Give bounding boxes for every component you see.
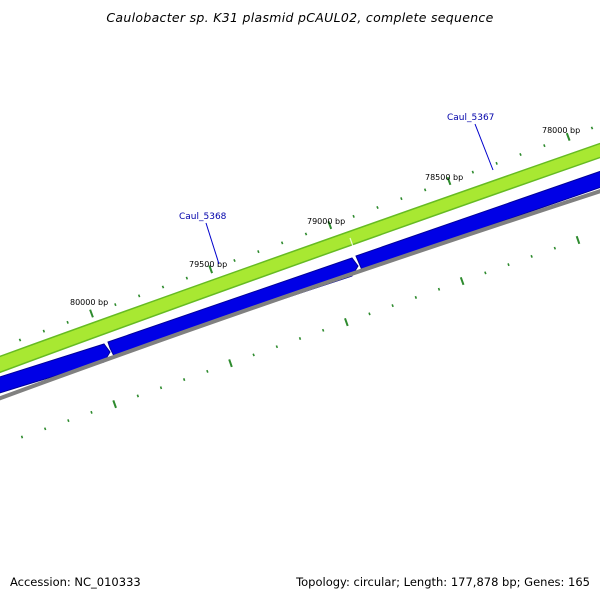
scale-tick-inner-minor <box>553 246 557 250</box>
scale-tick-outer-minor <box>161 285 165 289</box>
scale-tick-inner-minor <box>391 304 394 308</box>
scale-tick-inner-minor <box>275 345 279 349</box>
scale-ticks-inner <box>20 235 581 439</box>
scale-tick-outer-major <box>89 309 94 318</box>
outer-track-gap <box>349 237 356 253</box>
tick-label-78500: 78500 bp <box>425 173 463 182</box>
scale-tick-outer-minor <box>233 258 236 263</box>
outer-feature-track <box>0 142 600 374</box>
scale-tick-outer-minor <box>18 338 22 342</box>
scale-tick-inner-minor <box>507 263 510 267</box>
topology-stats-text: Topology: circular; Length: 177,878 bp; … <box>296 575 590 589</box>
scale-tick-inner-minor <box>530 254 533 258</box>
scale-tick-inner-major <box>228 359 233 368</box>
scale-tick-outer-minor <box>376 205 379 210</box>
scale-tick-inner-minor <box>43 427 47 431</box>
scale-tick-outer-minor <box>543 144 546 148</box>
scale-tick-outer-major <box>327 221 333 230</box>
scale-tick-outer-minor <box>257 250 260 254</box>
gene-arrow-caul-5368[interactable] <box>0 343 111 396</box>
leader-line-caul-5368 <box>205 222 220 265</box>
scale-tick-inner-minor <box>182 378 186 382</box>
scale-tick-inner-minor <box>298 337 302 340</box>
scale-tick-inner-minor <box>206 369 209 373</box>
tick-label-79000: 79000 bp <box>307 217 345 226</box>
scale-tick-outer-minor <box>590 126 594 130</box>
gene-track <box>0 170 600 396</box>
scale-tick-inner-minor <box>321 328 325 332</box>
scale-tick-inner-major <box>112 400 117 409</box>
scale-tick-inner-major <box>344 317 349 327</box>
accession-text: Accession: NC_010333 <box>10 575 141 589</box>
scale-tick-outer-major <box>208 265 214 274</box>
scale-tick-inner-minor <box>414 295 418 299</box>
scale-tick-inner-minor <box>437 287 441 291</box>
scale-tick-outer-minor <box>304 232 308 236</box>
scale-tick-inner-minor <box>90 410 93 414</box>
leader-line-caul-5367 <box>474 123 494 171</box>
scale-tick-inner-minor <box>368 312 371 316</box>
scale-tick-inner-minor <box>159 386 163 390</box>
scale-tick-inner-minor <box>67 419 70 423</box>
gene-label-caul-5368[interactable]: Caul_5368 <box>179 212 227 222</box>
scale-tick-outer-major <box>565 132 571 141</box>
scale-tick-outer-minor <box>280 241 284 245</box>
scale-tick-inner-minor <box>20 435 24 439</box>
scale-tick-inner-minor <box>252 353 255 357</box>
scale-tick-outer-minor <box>66 320 69 324</box>
scale-tick-outer-minor <box>185 276 189 280</box>
scale-tick-outer-minor <box>495 161 498 165</box>
scale-tick-inner-major <box>575 235 581 245</box>
gene-label-caul-5367[interactable]: Caul_5367 <box>447 113 494 123</box>
tick-label-78000: 78000 bp <box>542 126 580 135</box>
tick-label-79500: 79500 bp <box>189 260 227 269</box>
scale-tick-outer-minor <box>352 214 355 218</box>
scale-ticks-outer <box>18 126 594 342</box>
scale-tick-outer-minor <box>42 329 46 333</box>
scale-tick-outer-minor <box>114 303 117 307</box>
map-title: Caulobacter sp. K31 plasmid pCAUL02, com… <box>106 10 494 25</box>
scale-tick-inner-major <box>459 276 465 286</box>
scale-tick-outer-minor <box>137 294 141 298</box>
scale-tick-inner-minor <box>136 394 140 398</box>
scale-tick-outer-minor <box>471 170 475 174</box>
scale-tick-outer-major <box>446 176 452 186</box>
scale-tick-outer-minor <box>423 188 427 192</box>
scale-tick-inner-minor <box>484 271 487 275</box>
tick-label-80000: 80000 bp <box>70 298 108 307</box>
scale-tick-outer-minor <box>519 152 522 157</box>
backbone-ring <box>0 189 600 401</box>
scale-tick-outer-minor <box>400 197 403 201</box>
